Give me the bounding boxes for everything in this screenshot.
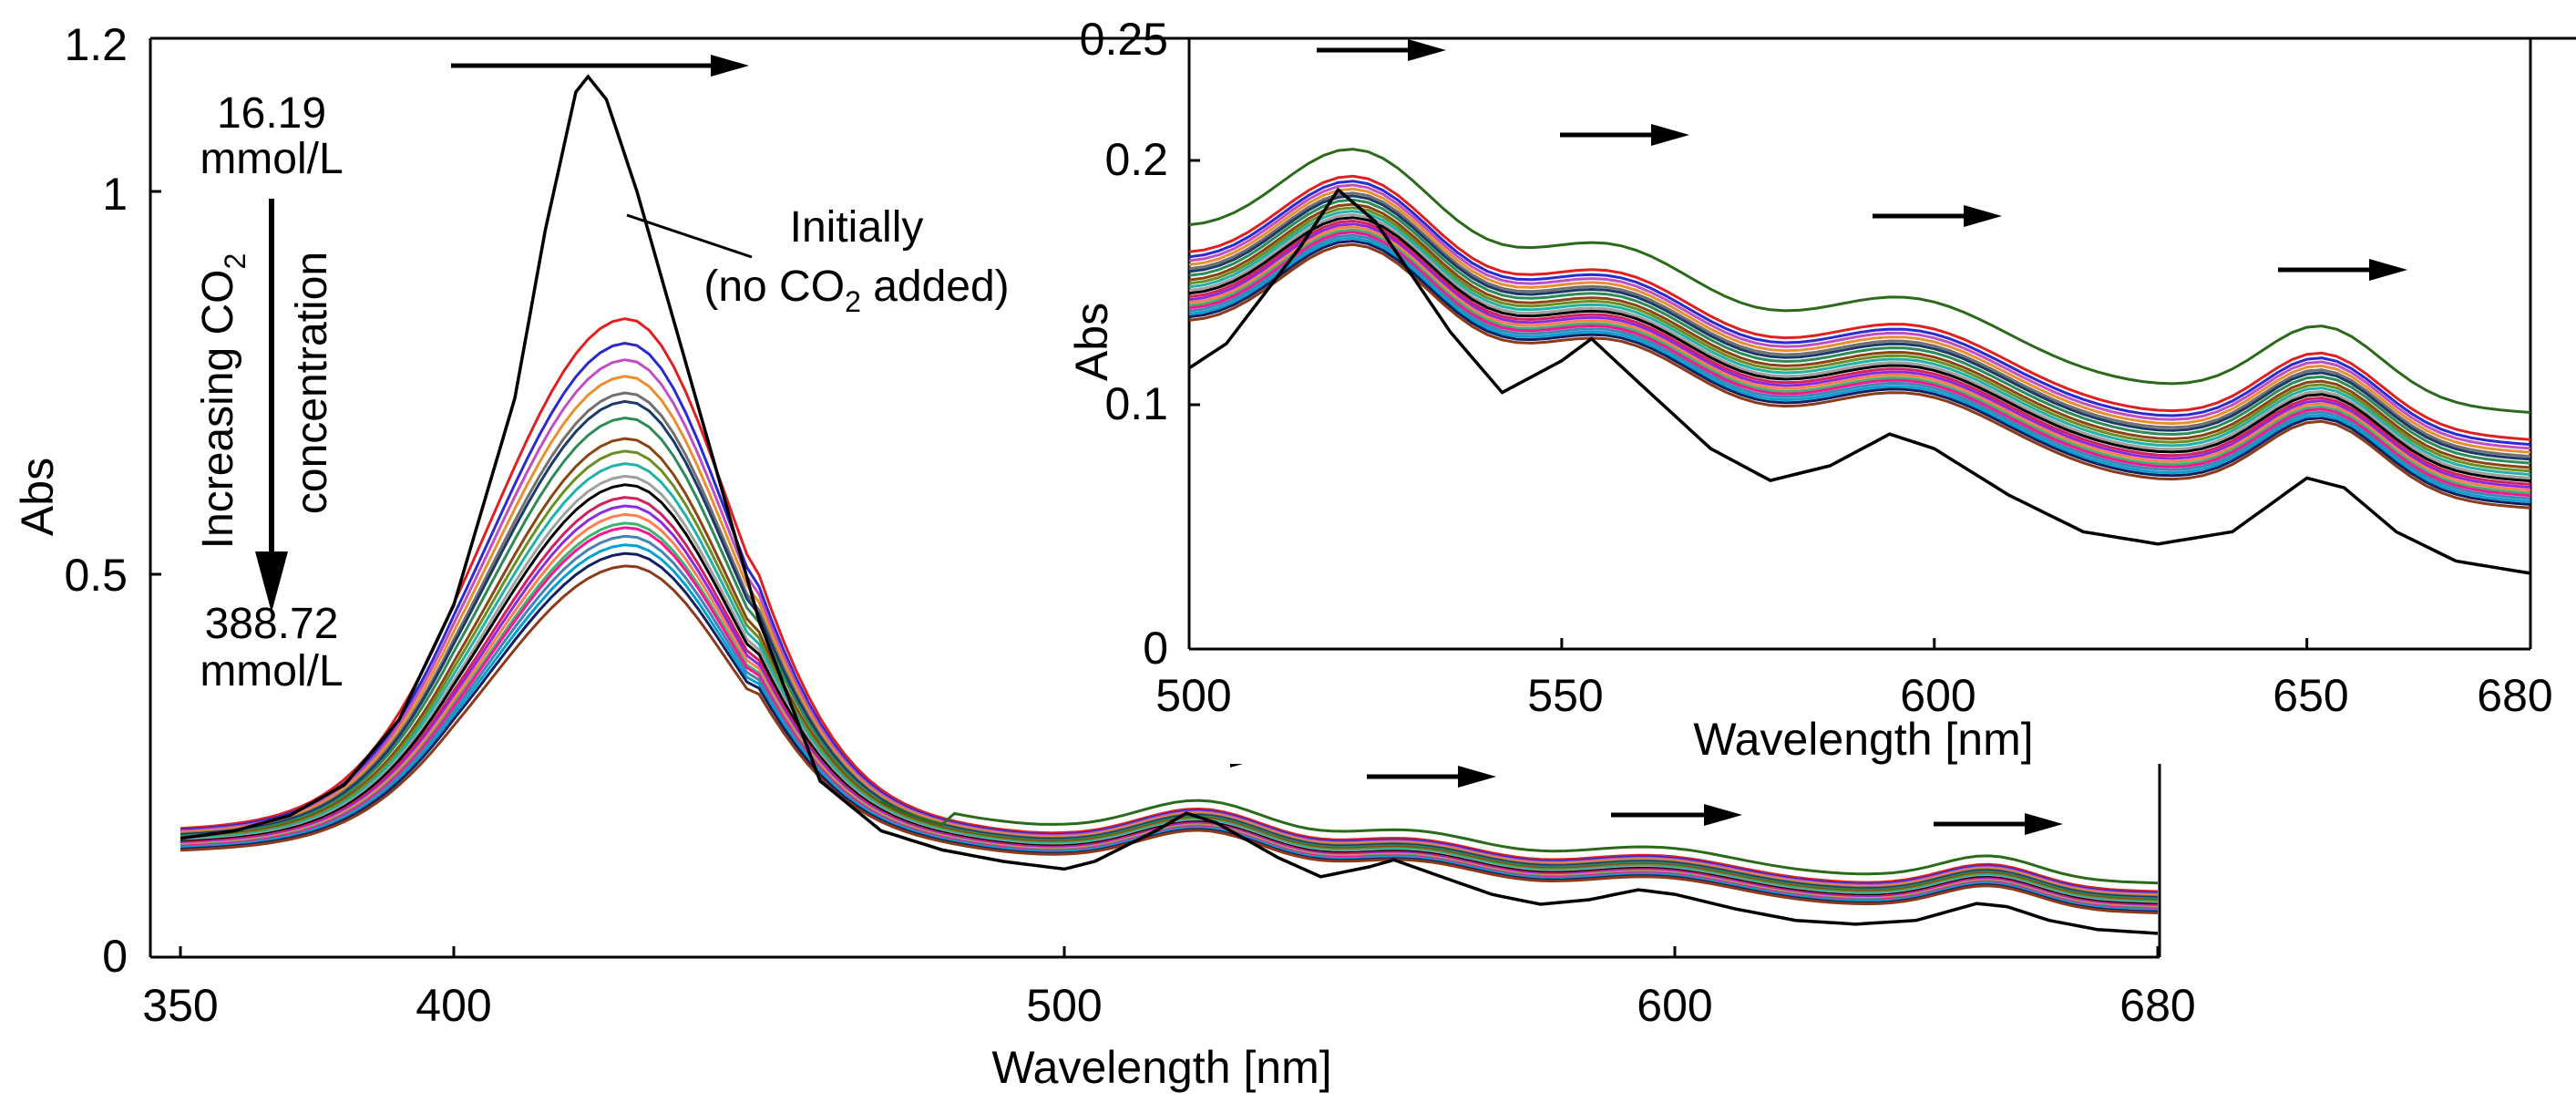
main-x-tick-label: 600: [1637, 980, 1712, 1031]
inset-spectrum-line: [1188, 187, 2531, 454]
inset-x-tick-label: 680: [2477, 670, 2552, 721]
inset-spectrum-line: [1188, 202, 2531, 469]
inset-spectrum-line: [1188, 225, 2531, 492]
inset-spectrum-line: [1188, 239, 2531, 506]
spectrum-line: [180, 317, 2159, 893]
shift-arrow: [1317, 39, 1446, 61]
inset-spectrum-line: [1188, 236, 2531, 503]
shift-arrow: [1873, 205, 2002, 227]
inset-spectrum-line: [1188, 206, 2531, 473]
inset-spectrum-line: [1188, 212, 2531, 479]
main-x-axis-title: Wavelength [nm]: [991, 1042, 1331, 1093]
initial-callout-line: [626, 213, 753, 259]
inset-spectrum-line-top: [1188, 148, 2531, 414]
spectrum-line: [180, 564, 2159, 914]
inset-spectrum-line: [1188, 231, 2531, 498]
initial-spectrum-line: [180, 74, 2159, 935]
main-x-tick-label: 500: [1026, 980, 1102, 1031]
inset-y-tick-label: 0: [1143, 623, 1168, 674]
concentration-label: concentration: [288, 252, 336, 514]
bottom-concentration-unit: mmol/L: [200, 647, 343, 696]
main-y-tick-label: 1: [102, 169, 128, 220]
main-y-axis-title: Abs: [12, 458, 63, 536]
inset-spectrum-line: [1188, 180, 2531, 447]
initial-label-line2: (no CO2 added): [703, 263, 1009, 318]
shift-arrow: [1934, 813, 2063, 835]
main-x-tick-label: 400: [416, 980, 491, 1031]
inset-spectrum-line: [1188, 228, 2531, 495]
shift-arrow: [2278, 259, 2407, 281]
inset-spectrum-line: [1188, 219, 2531, 486]
shift-arrow: [451, 55, 749, 77]
top-concentration-value: 16.19: [217, 89, 326, 138]
inset-initial-spectrum-line: [1188, 187, 2531, 575]
inset-y-tick-label: 0.2: [1104, 134, 1168, 185]
shift-arrow: [1611, 804, 1742, 826]
main-y-tick-label: 0: [102, 931, 128, 982]
main-x-tick-label: 350: [142, 980, 218, 1031]
inset-chart: 0 0.1 0.2 0.25 500 550 600 650 680 Wavel…: [1066, 7, 2576, 765]
inset-spectrum-line: [1188, 174, 2531, 441]
shift-arrow: [1367, 766, 1496, 788]
inset-spectrum-line: [1188, 210, 2531, 477]
main-chart: 0 0.5 1 1.2 350 400 500 600 680 Waveleng…: [12, 19, 2196, 1093]
initial-label-line1: Initially: [790, 203, 924, 252]
inset-x-tick-label: 650: [2273, 670, 2348, 721]
inset-spectrum-line: [1188, 191, 2531, 459]
inset-y-axis-title: Abs: [1066, 303, 1117, 381]
inset-y-tick-label: 0.25: [1080, 14, 1168, 65]
inset-x-axis-title: Wavelength [nm]: [1693, 714, 2033, 765]
inset-x-tick-label: 500: [1155, 670, 1231, 721]
inset-spectrum-line: [1188, 194, 2531, 461]
main-y-tick-label: 1.2: [64, 19, 128, 70]
inset-x-tick-label: 600: [1900, 670, 1976, 721]
inset-spectrum-line: [1188, 233, 2531, 500]
concentration-arrow-head: [255, 551, 288, 613]
inset-spectrum-line: [1188, 183, 2531, 450]
main-y-tick-label: 0.5: [64, 550, 128, 601]
inset-y-tick-label: 0.1: [1104, 378, 1168, 429]
increasing-co2-label: Increasing CO2: [194, 253, 251, 550]
shift-arrow: [1560, 124, 1689, 146]
inset-spectrum-line: [1188, 222, 2531, 490]
inset-spectrum-line: [1188, 216, 2531, 483]
spectrum-line-top: [880, 799, 2159, 885]
main-x-tick-label: 680: [2119, 980, 2195, 1031]
inset-x-tick-label: 550: [1527, 670, 1603, 721]
inset-spectrum-line: [1188, 198, 2531, 465]
top-concentration-unit: mmol/L: [200, 135, 343, 183]
